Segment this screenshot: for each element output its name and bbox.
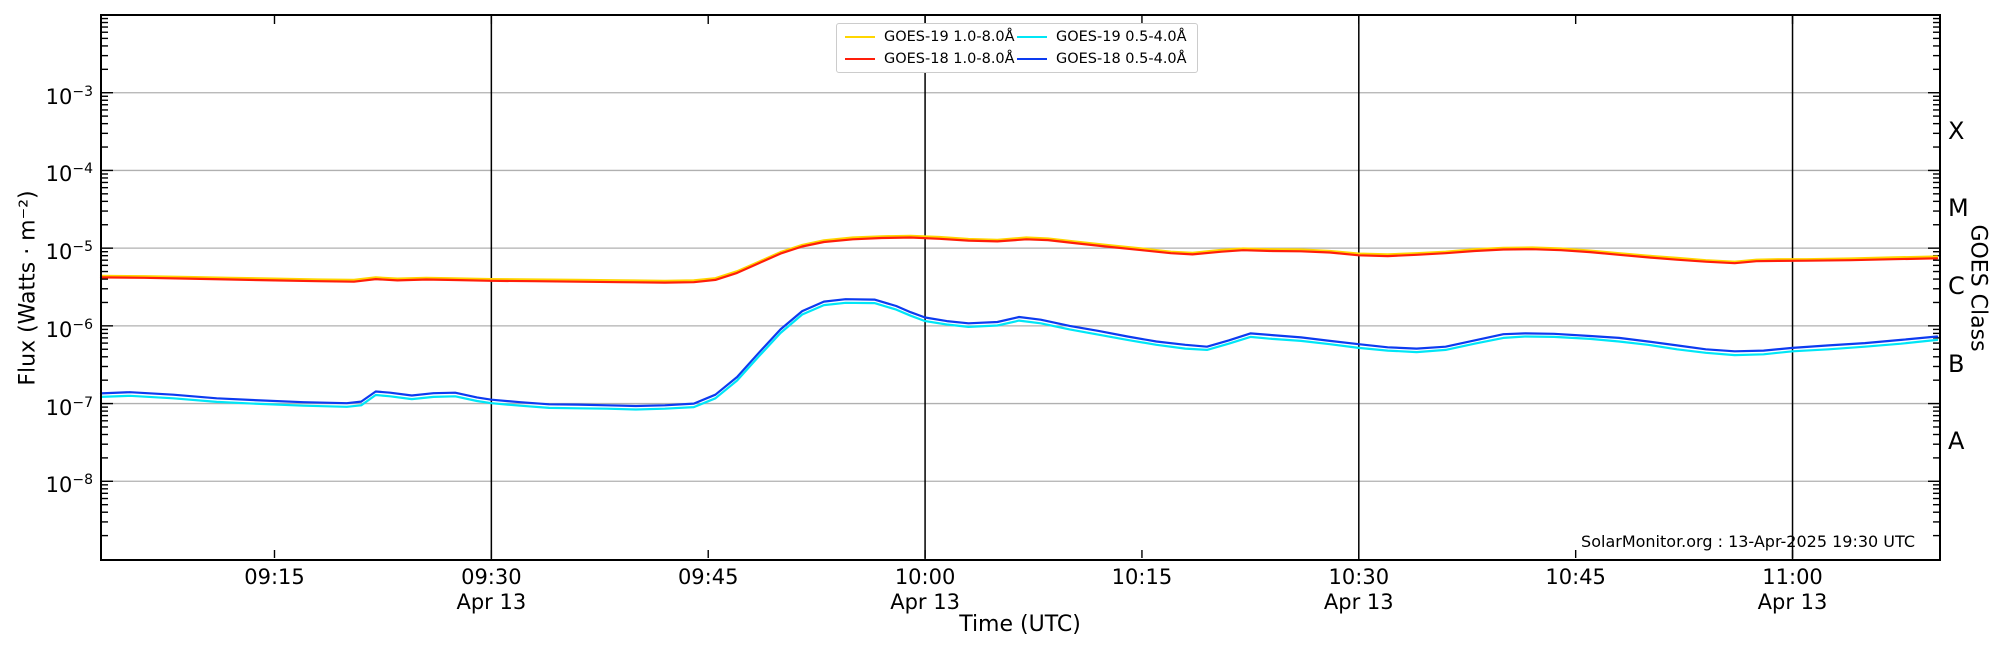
y-tick-label: 10−3	[45, 83, 93, 109]
series-GOES-19 1.0-8.0Å	[99, 234, 1939, 282]
axis-ticks	[102, 16, 1939, 558]
time-marker-lines	[490, 15, 1794, 559]
series-GOES-18 0.5-4.0Å	[99, 298, 1939, 408]
x-axis-title: Time (UTC)	[959, 612, 1081, 637]
legend-item: GOES-19 0.5-4.0Å	[1017, 29, 1189, 45]
legend-line-swatch	[1017, 58, 1047, 60]
goes-class-X: X	[1948, 116, 1965, 145]
x-tick-label: 11:00	[1762, 565, 1823, 589]
right-axis-title: GOES Class	[1965, 224, 1991, 352]
legend-item: GOES-18 1.0-8.0Å	[845, 51, 1017, 67]
x-tick-label: 09:15	[244, 565, 305, 589]
legend-item: GOES-19 1.0-8.0Å	[845, 29, 1017, 45]
goes-class-C: C	[1948, 272, 1965, 301]
x-tick-label: 10:45	[1545, 565, 1606, 589]
y-axis-title: Flux (Watts · m⁻²)	[15, 190, 41, 386]
legend-line-swatch	[1017, 36, 1047, 38]
legend-line-swatch	[845, 58, 875, 60]
x-tick-date-label: Apr 13	[456, 590, 527, 614]
goes-class-A: A	[1948, 427, 1965, 456]
plot-border	[100, 14, 1941, 561]
series-GOES-18 1.0-8.0Å	[99, 236, 1939, 284]
goes-class-M: M	[1948, 194, 1969, 223]
legend-label: GOES-18 1.0-8.0Å	[884, 51, 1015, 67]
y-tick-label: 10−7	[45, 394, 93, 420]
y-tick-label: 10−4	[45, 161, 93, 187]
series-GOES-19 0.5-4.0Å	[99, 301, 1939, 411]
x-tick-label: 09:30	[461, 565, 522, 589]
y-tick-label: 10−5	[45, 239, 93, 265]
source-annotation: SolarMonitor.org : 13-Apr-2025 19:30 UTC	[1581, 532, 1915, 551]
legend: GOES-19 1.0-8.0Å GOES-18 1.0-8.0Å GOES-19 …	[836, 23, 1198, 73]
legend-label: GOES-18 0.5-4.0Å	[1056, 51, 1187, 67]
goes-class-B: B	[1948, 349, 1965, 378]
legend-label: GOES-19 0.5-4.0Å	[1056, 29, 1187, 45]
legend-label: GOES-19 1.0-8.0Å	[884, 29, 1015, 45]
legend-line-swatch	[845, 36, 875, 38]
legend-item: GOES-18 0.5-4.0Å	[1017, 51, 1189, 67]
y-tick-label: 10−6	[45, 316, 93, 342]
flux-curves	[99, 234, 1939, 411]
x-tick-label: 10:30	[1328, 565, 1390, 589]
x-tick-label: 10:15	[1111, 565, 1173, 589]
x-tick-date-label: Apr 13	[890, 590, 960, 614]
x-tick-date-label: Apr 13	[1757, 590, 1828, 614]
y-tick-label: 10−8	[45, 472, 93, 498]
x-tick-label: 10:00	[894, 565, 956, 589]
gridlines	[101, 92, 1940, 482]
x-tick-date-label: Apr 13	[1323, 590, 1394, 614]
x-tick-label: 09:45	[677, 565, 739, 589]
